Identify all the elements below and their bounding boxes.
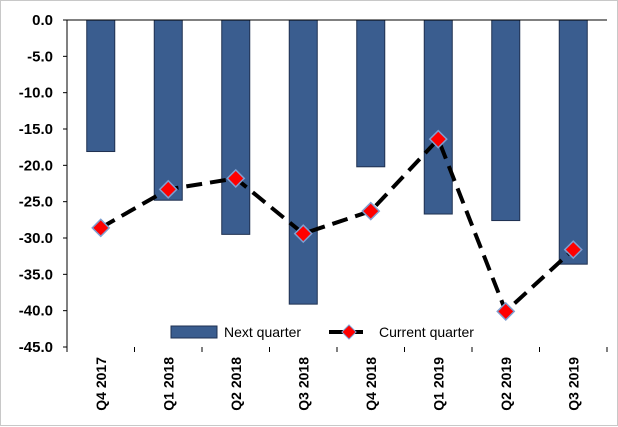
- point-current-quarter: [428, 129, 448, 149]
- y-tick-label: -5.0: [27, 48, 53, 65]
- line-layer: [91, 129, 583, 321]
- bars-layer: [86, 19, 588, 305]
- bar-next-quarter: [153, 19, 183, 201]
- point-current-quarter: [563, 240, 583, 260]
- bar-next-quarter: [356, 19, 386, 168]
- y-tick-label: -40.0: [19, 303, 53, 320]
- x-tick-label: Q2 2019: [498, 357, 514, 411]
- y-tick-label: 0.0: [32, 12, 53, 29]
- x-tick-label: Q1 2019: [430, 357, 446, 411]
- legend-swatch-next-quarter: [170, 325, 218, 339]
- y-tick-label: -15.0: [19, 121, 53, 138]
- x-tick-label: Q3 2019: [565, 357, 581, 411]
- bar-next-quarter: [288, 19, 318, 305]
- x-tick-label: Q4 2017: [93, 357, 109, 411]
- point-current-quarter: [361, 201, 381, 221]
- x-tick-label: Q3 2018: [295, 357, 311, 411]
- point-current-quarter: [91, 218, 111, 238]
- x-tick-label: Q1 2018: [160, 357, 176, 411]
- point-current-quarter: [496, 301, 516, 321]
- bar-next-quarter: [86, 19, 116, 153]
- line-current-quarter: [99, 135, 575, 315]
- legend-label-current-quarter: Current quarter: [379, 324, 474, 340]
- bar-next-quarter: [491, 19, 521, 222]
- point-current-quarter: [226, 168, 246, 188]
- y-tick-label: -10.0: [19, 85, 53, 102]
- point-current-quarter: [158, 179, 178, 199]
- bar-next-quarter: [423, 19, 453, 215]
- y-tick-label: -45.0: [19, 339, 53, 356]
- x-tick-label: Q4 2018: [363, 357, 379, 411]
- point-current-quarter: [293, 224, 313, 244]
- axis-layer: 0.0 -5.0 -10.0 -15.0 -20.0 -25.0 -30.0 -35.0 -40…: [19, 12, 608, 411]
- y-tick-label: -30.0: [19, 230, 53, 247]
- legend-label-next-quarter: Next quarter: [224, 324, 301, 340]
- legend-marker-current-quarter: [341, 324, 357, 340]
- bar-next-quarter: [558, 19, 588, 265]
- y-tick-label: -20.0: [19, 157, 53, 174]
- x-tick-label: Q2 2018: [228, 357, 244, 411]
- bar-next-quarter: [221, 19, 251, 235]
- y-tick-label: -25.0: [19, 194, 53, 211]
- y-tick-label: -35.0: [19, 266, 53, 283]
- legend: Next quarter Current quarter: [170, 324, 474, 340]
